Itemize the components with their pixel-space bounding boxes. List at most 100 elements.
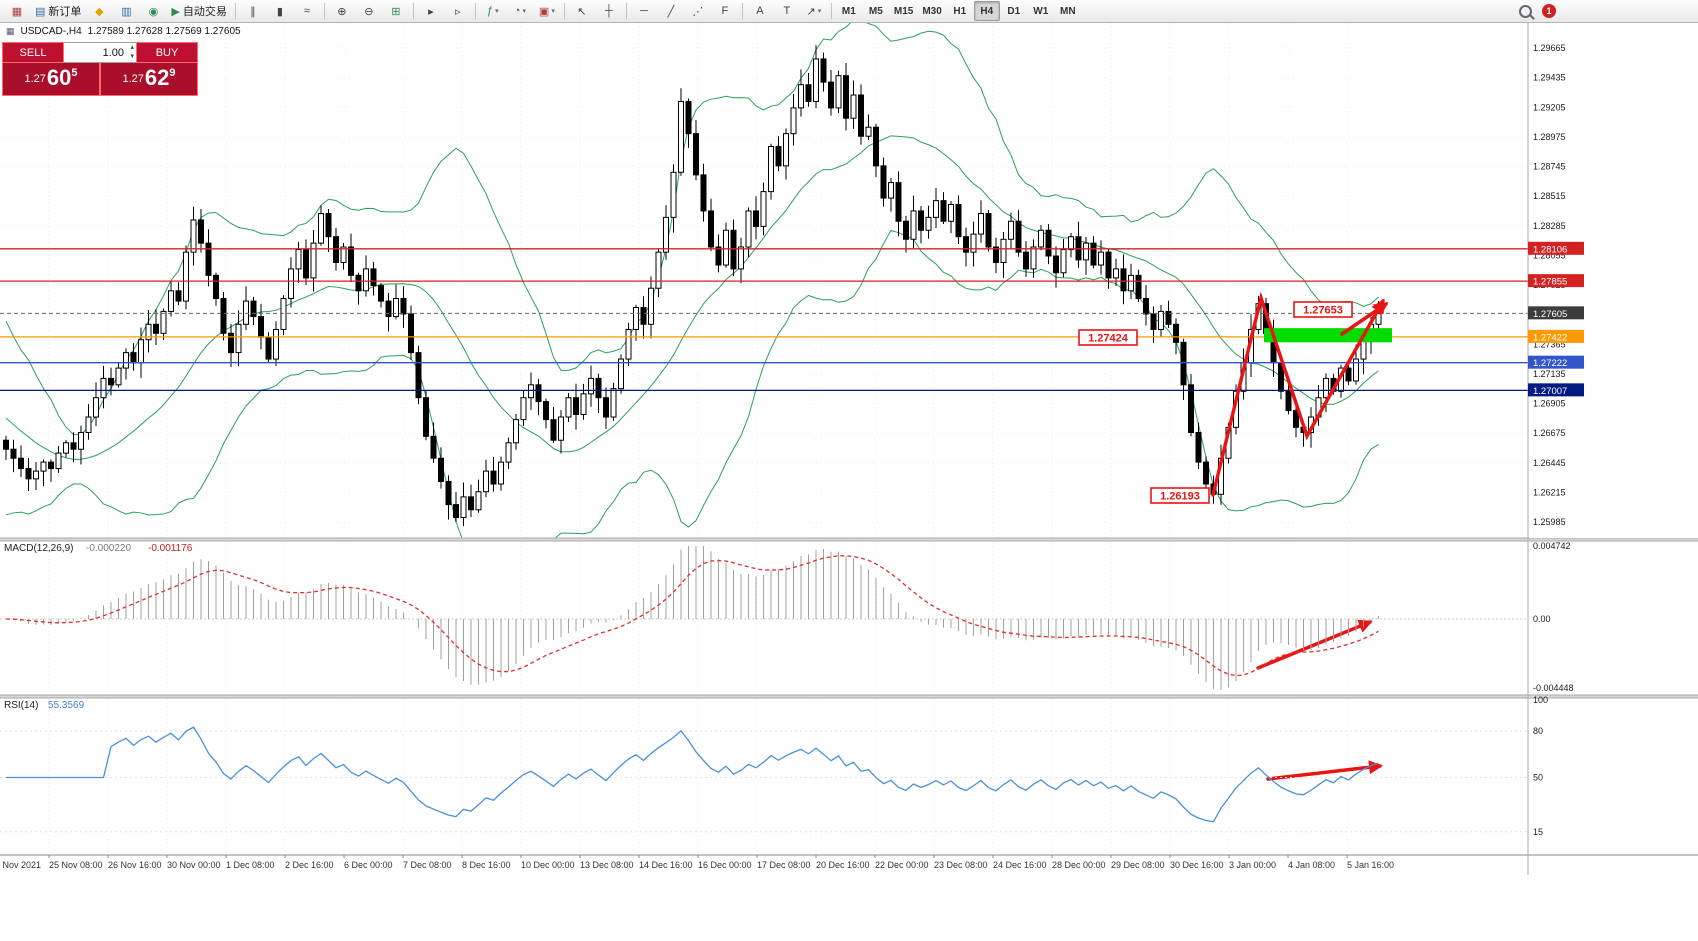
- timeframe-h4-button[interactable]: H4: [973, 1, 1000, 21]
- crosshair-button[interactable]: ┼: [596, 1, 622, 21]
- market-watch-icon: ▥: [121, 5, 132, 18]
- svg-text:22 Dec 00:00: 22 Dec 00:00: [875, 860, 929, 870]
- volume-value: 1.00: [102, 46, 124, 59]
- tile-windows-button[interactable]: ⊞: [383, 1, 409, 21]
- new-chart-button[interactable]: ▦: [4, 1, 30, 21]
- svg-text:0.004742: 0.004742: [1533, 541, 1571, 551]
- templates-icon: ▣: [538, 5, 550, 18]
- trendline-button[interactable]: ╱: [658, 1, 684, 21]
- svg-text:30 Dec 16:00: 30 Dec 16:00: [1170, 860, 1224, 870]
- autotrading-label: 自动交易: [182, 6, 227, 18]
- timeframe-m15-button[interactable]: M15: [893, 5, 914, 17]
- svg-text:1.28745: 1.28745: [1533, 162, 1566, 172]
- breakout-arrow[interactable]: [1340, 302, 1389, 336]
- candlestick-chart-icon: ▮: [276, 5, 283, 18]
- sell-price-pip: 5: [71, 67, 78, 79]
- periods-icon: ◔: [513, 5, 521, 17]
- chart-icon: ▦: [6, 26, 15, 36]
- timeframe-m30-button[interactable]: M30: [922, 5, 942, 17]
- notification-badge[interactable]: 1: [1542, 4, 1556, 18]
- fibonacci-button[interactable]: F: [712, 1, 738, 21]
- price-annotation-box[interactable]: 1.26193: [1150, 487, 1210, 504]
- chart-shift-button[interactable]: ▹: [445, 1, 471, 21]
- svg-text:26 Nov 16:00: 26 Nov 16:00: [108, 860, 162, 870]
- text-button[interactable]: A: [747, 1, 773, 21]
- timeframe-w1-button[interactable]: W1: [1033, 5, 1049, 17]
- price-annotation-box[interactable]: 1.27653: [1293, 301, 1353, 318]
- svg-text:1.26215: 1.26215: [1533, 487, 1566, 497]
- volume-stepper[interactable]: ▴ ▾: [130, 44, 134, 62]
- timeframe-m5-button[interactable]: M5: [868, 5, 883, 17]
- arrows-button[interactable]: ↗ ▾: [801, 1, 827, 21]
- sell-button[interactable]: SELL: [2, 42, 64, 63]
- buy-price-pip: 9: [169, 67, 176, 79]
- metaeditor-button[interactable]: ◆: [86, 1, 112, 21]
- bar-chart-button[interactable]: ∥: [240, 1, 266, 21]
- auto-scroll-button[interactable]: ▸: [418, 1, 444, 21]
- candlestick-chart-button[interactable]: ▮: [267, 1, 293, 21]
- buy-price-main: 62: [144, 65, 170, 90]
- svg-text:1.26445: 1.26445: [1533, 458, 1566, 468]
- trendline-icon: ╱: [667, 5, 675, 18]
- svg-text:25 Nov 08:00: 25 Nov 08:00: [49, 860, 103, 870]
- market-watch-button[interactable]: ▥: [113, 1, 139, 21]
- buy-price[interactable]: 1.27 62 9: [100, 63, 198, 96]
- zoom-in-button[interactable]: ⊕: [329, 1, 355, 21]
- toolbar-separator: [830, 3, 832, 19]
- svg-text:RSI(14): RSI(14): [4, 700, 38, 711]
- equidistant-channel-icon: ⋰: [692, 5, 704, 18]
- drawn-annotations[interactable]: [1211, 291, 1389, 781]
- step-down-icon[interactable]: ▾: [130, 53, 134, 60]
- toolbar-separator: [234, 3, 236, 19]
- support-zone-highlight[interactable]: [1264, 328, 1392, 343]
- timeframe-h1-button[interactable]: H1: [953, 5, 967, 17]
- toolbar: ▦ ▤ 新订单 ◆ ▥ ◉ ▶ 自动交易 ∥ ▮ ≈ ⊕ ⊖ ⊞ ▸ ▹ ƒ ▾ ◔ ▾ ▣ ▾ ↖ ┼ ─ ╱ ⋰ F A T ↗ ▾ M1 M…: [0, 0, 1698, 23]
- panel-separators[interactable]: [0, 22, 1698, 875]
- buy-price-prefix: 1.27: [122, 73, 144, 85]
- zoom-out-button[interactable]: ⊖: [356, 1, 382, 21]
- time-axis[interactable]: 24 Nov 2021 25 Nov 08:00 26 Nov 16:00 30 No…: [0, 855, 1394, 870]
- macd-trend-arrow[interactable]: [1256, 619, 1373, 670]
- line-chart-button[interactable]: ≈: [294, 1, 320, 21]
- indicator-scales[interactable]: 0.004742 0.00 -0.004448 100 80 50 15: [1533, 541, 1574, 837]
- new-order-button[interactable]: ▤ 新订单: [31, 1, 85, 21]
- chart-shift-icon: ▹: [455, 5, 461, 18]
- svg-text:10 Dec 00:00: 10 Dec 00:00: [521, 860, 575, 870]
- trend-zigzag-arrow[interactable]: [1211, 291, 1385, 497]
- autotrading-button[interactable]: ▶ 自动交易: [167, 1, 230, 21]
- indicators-button[interactable]: ƒ ▾: [480, 1, 506, 21]
- price-scale[interactable]: 1.29665 1.29435 1.29205 1.28975 1.28745 1.285…: [1528, 23, 1698, 538]
- volume-input[interactable]: 1.00 ▴ ▾: [64, 42, 136, 63]
- svg-text:6 Dec 00:00: 6 Dec 00:00: [344, 860, 393, 870]
- timeframe-d1-button[interactable]: D1: [1007, 5, 1021, 17]
- cursor-button[interactable]: ↖: [569, 1, 595, 21]
- fibonacci-icon: F: [721, 5, 729, 17]
- templates-button[interactable]: ▣ ▾: [534, 1, 560, 21]
- svg-text:14 Dec 16:00: 14 Dec 16:00: [639, 860, 693, 870]
- horizontal-level-lines[interactable]: [0, 248, 1528, 392]
- timeframe-mn-button[interactable]: MN: [1060, 5, 1076, 17]
- toolbar-right-group: 1: [1519, 4, 1556, 18]
- strategy-tester-button[interactable]: ◉: [140, 1, 166, 21]
- toolbar-separator: [412, 3, 414, 19]
- rsi-trend-arrow[interactable]: [1266, 760, 1383, 781]
- horizontal-line-button[interactable]: ─: [631, 1, 657, 21]
- svg-text:1.27855: 1.27855: [1533, 277, 1567, 288]
- search-icon[interactable]: [1519, 4, 1532, 18]
- price-tag-1.27605: 1.27605: [1528, 306, 1584, 320]
- price-tag-1.27007: 1.27007: [1528, 383, 1584, 397]
- timeframe-m1-button[interactable]: M1: [841, 5, 856, 17]
- svg-text:4 Jan 08:00: 4 Jan 08:00: [1288, 860, 1335, 870]
- price-annotation-box[interactable]: 1.27424: [1078, 329, 1138, 346]
- svg-text:1.28515: 1.28515: [1533, 191, 1566, 201]
- equidistant-channel-button[interactable]: ⋰: [685, 1, 711, 21]
- step-up-icon[interactable]: ▴: [130, 44, 134, 51]
- text-label-button[interactable]: T: [774, 1, 800, 21]
- svg-text:-0.000220: -0.000220: [86, 543, 131, 554]
- sell-price[interactable]: 1.27 60 5: [2, 63, 100, 96]
- svg-text:1.27605: 1.27605: [1533, 309, 1567, 320]
- buy-button[interactable]: BUY: [136, 42, 198, 63]
- periods-button[interactable]: ◔ ▾: [507, 1, 533, 21]
